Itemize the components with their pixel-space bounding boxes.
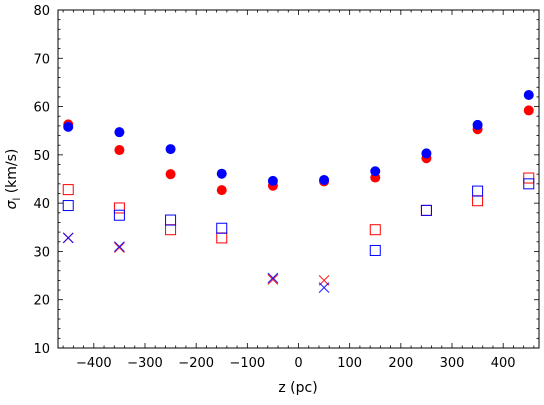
plot-frame <box>57 9 540 349</box>
x-tick-label: 100 <box>337 356 362 371</box>
data-point-circle <box>165 169 176 180</box>
x-tick-label: −100 <box>229 356 265 371</box>
data-point-circle <box>114 127 125 138</box>
data-point-square <box>113 209 125 221</box>
series-2-open-square <box>62 172 535 244</box>
y-tick-label: 20 <box>33 294 50 309</box>
y-tick-label: 30 <box>33 245 50 260</box>
data-point-square <box>472 185 484 197</box>
series-4-cross <box>62 232 330 286</box>
data-point-square <box>62 200 74 212</box>
data-point-square <box>369 224 381 236</box>
y-axis-label-subscript: l <box>12 198 23 201</box>
y-axis-label-unit: (km/s) <box>4 149 20 198</box>
data-point-circle <box>267 175 278 186</box>
x-tick-label: 200 <box>388 356 413 371</box>
data-point-cross <box>267 274 279 285</box>
y-tick-label: 70 <box>33 52 50 67</box>
x-tick-label: −400 <box>76 356 112 371</box>
y-axis-label-symbol: σ <box>4 199 20 209</box>
data-point-square <box>165 214 177 226</box>
data-point-circle <box>472 119 483 130</box>
data-point-square <box>420 204 432 216</box>
data-point-circle <box>421 148 432 159</box>
data-point-square <box>62 184 74 196</box>
series-0-filled-circle <box>63 105 534 196</box>
data-point-circle <box>63 121 74 132</box>
data-point-square <box>216 232 228 244</box>
data-point-circle <box>319 174 330 185</box>
data-point-circle <box>114 145 125 156</box>
x-tick-label: 300 <box>440 356 465 371</box>
axes <box>57 9 540 349</box>
data-point-cross <box>318 282 330 294</box>
data-point-square <box>216 222 228 234</box>
y-tick-label: 60 <box>33 101 50 116</box>
x-axis-label: z (pc) <box>278 380 317 396</box>
data-point-circle <box>216 168 227 179</box>
series-1-filled-circle <box>63 89 534 186</box>
data-point-cross <box>62 232 74 244</box>
series-3-open-square <box>62 178 535 256</box>
data-point-square <box>420 204 432 216</box>
data-point-cross <box>267 272 279 284</box>
x-tick-label: −300 <box>127 356 163 371</box>
y-tick-label: 40 <box>33 197 50 212</box>
data-point-cross <box>114 241 125 252</box>
series-5-cross <box>62 232 330 294</box>
data-point-square <box>165 224 177 236</box>
data-point-circle <box>523 89 534 100</box>
x-axis-ticks: −400 −300 −200 −100 0 100 200 300 400 <box>62 10 535 371</box>
y-tick-label: 10 <box>33 342 50 357</box>
y-tick-label: 80 <box>33 4 50 19</box>
y-tick-label: 50 <box>33 149 50 164</box>
x-tick-label: −200 <box>178 356 214 371</box>
data-point-square <box>523 172 535 184</box>
data-point-square <box>523 178 535 190</box>
y-axis-label: σl (km/s) <box>4 149 23 210</box>
x-tick-label: 400 <box>491 356 516 371</box>
data-marks <box>62 89 535 294</box>
data-point-circle <box>370 166 381 177</box>
y-axis-ticks: 10 20 30 40 50 60 70 80 <box>33 4 539 357</box>
x-tick-label: 0 <box>294 356 302 371</box>
data-point-square <box>369 244 381 256</box>
data-point-circle <box>523 105 534 116</box>
data-point-square <box>113 202 125 214</box>
data-point-circle <box>216 185 227 196</box>
data-point-square <box>472 195 484 207</box>
data-point-cross <box>114 242 125 253</box>
data-point-circle <box>165 144 176 155</box>
